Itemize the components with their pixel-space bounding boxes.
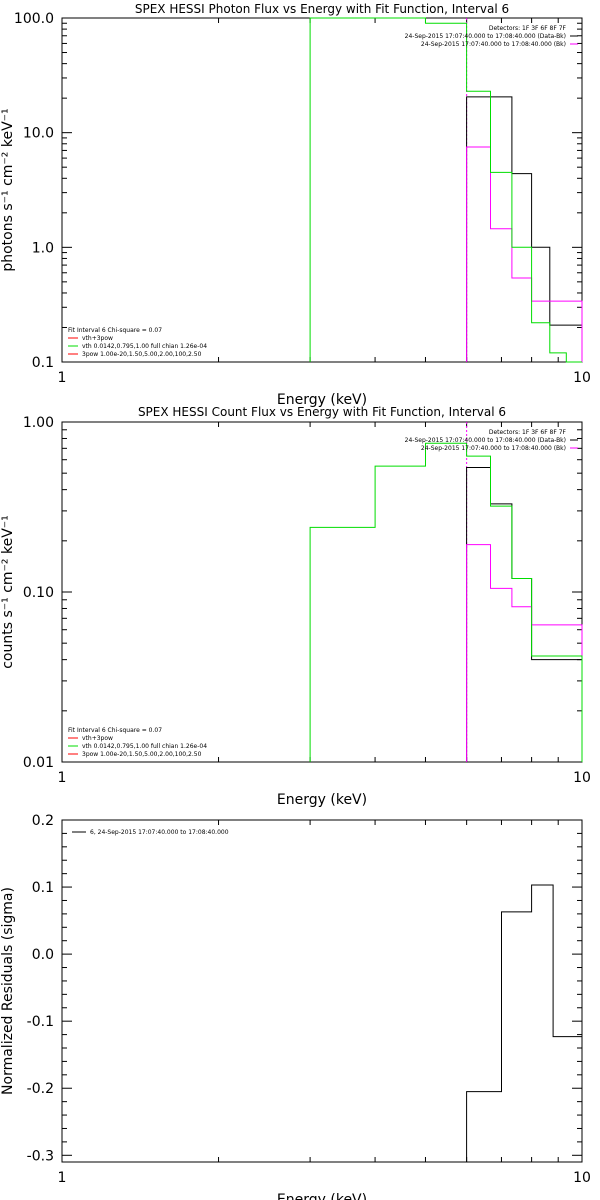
series-6-24-sep-2015-17-07-40-000-to-17-08-40-000: [466, 884, 583, 1162]
series-vth-3pow: [309, 17, 582, 363]
y-axis-label: counts s⁻¹ cm⁻² keV⁻¹: [0, 515, 16, 669]
residuals-panel: 1 10 Energy (keV) -0.3 -0.2 -0.1 0.0 0.1 0.2 Norm…: [0, 813, 591, 1200]
legend-topleft-text: 6, 24-Sep-2015 17:07:40.000 to 17:08:40.…: [90, 829, 229, 836]
legend-fit-text: vth+3pow: [82, 335, 113, 342]
x-tick-label: 10: [573, 1170, 591, 1186]
series-bk: [466, 146, 583, 362]
series-data-bk: [466, 467, 583, 762]
legend-topright-text: 24-Sep-2015 17:07:40.000 to 17:08:40.000…: [405, 437, 566, 444]
legend-topright-text: 24-Sep-2015 17:07:40.000 to 17:08:40.000…: [405, 33, 566, 40]
plot-frame: [61, 17, 583, 363]
y-tick-label: 0.10: [23, 585, 54, 601]
chart-title: SPEX HESSI Photon Flux vs Energy with Fi…: [135, 2, 509, 16]
legend-fit-text: vth 0.0142,0.795,1.00 full chian 1.26e-0…: [82, 743, 207, 750]
legend-fit-text: Fit Interval 6 Chi-square = 0.07: [68, 327, 162, 334]
x-tick-label: 1: [58, 370, 67, 386]
legend-fit-text: vth 0.0142,0.795,1.00 full chian 1.26e-0…: [82, 343, 207, 350]
y-tick-label: 1.00: [23, 415, 54, 431]
y-tick-label: 0.1: [32, 355, 54, 371]
legend-fit-text: 3pow 1.00e-20,1.50,5.00,2.00,100,2.50: [82, 351, 202, 358]
legend-fit-text: Fit Interval 6 Chi-square = 0.07: [68, 727, 162, 734]
plot-frame: [61, 819, 583, 1163]
x-tick-label: 1: [58, 770, 67, 786]
legend-topright-text: 24-Sep-2015 17:07:40.000 to 17:08:40.000…: [421, 41, 566, 48]
y-tick-label: 0.01: [23, 755, 54, 771]
legend-topright-text: Detectors: 1F 3F 6F 8F 7F: [489, 25, 567, 32]
y-tick-label: 0.2: [32, 813, 54, 829]
y-tick-label: 100.0: [14, 11, 54, 27]
legend-topright-text: Detectors: 1F 3F 6F 8F 7F: [489, 429, 567, 436]
x-tick-label: 10: [573, 770, 591, 786]
series-vth-3pow: [309, 442, 583, 762]
legend-fit-text: vth+3pow: [82, 735, 113, 742]
y-tick-label: -0.3: [27, 1148, 54, 1164]
y-tick-label: 10.0: [23, 126, 54, 142]
chart-title: SPEX HESSI Count Flux vs Energy with Fit…: [138, 405, 506, 419]
x-tick-label: 10: [573, 370, 591, 386]
y-tick-label: 0.0: [32, 947, 54, 963]
y-tick-label: -0.1: [27, 1014, 54, 1030]
series-bk: [466, 544, 583, 762]
series-data-bk: [466, 96, 583, 362]
x-axis-label: Energy (keV): [277, 392, 367, 408]
y-axis-label: Normalized Residuals (sigma): [0, 887, 16, 1095]
x-axis-label: Energy (keV): [277, 1192, 367, 1200]
y-tick-label: 1.0: [32, 240, 54, 256]
y-axis-label: photons s⁻¹ cm⁻² keV⁻¹: [0, 108, 16, 271]
y-tick-label: -0.2: [27, 1081, 54, 1097]
count-flux-panel: SPEX HESSI Count Flux vs Energy with Fit…: [0, 405, 591, 808]
legend-fit-text: 3pow 1.00e-20,1.50,5.00,2.00,100,2.50: [82, 751, 202, 758]
x-axis-label: Energy (keV): [277, 792, 367, 808]
photon-flux-panel: SPEX HESSI Photon Flux vs Energy with Fi…: [0, 2, 591, 408]
x-tick-label: 1: [58, 1170, 67, 1186]
legend-topright-text: 24-Sep-2015 17:07:40.000 to 17:08:40.000…: [421, 445, 566, 452]
plot-frame: [61, 421, 583, 763]
y-tick-label: 0.1: [32, 880, 54, 896]
